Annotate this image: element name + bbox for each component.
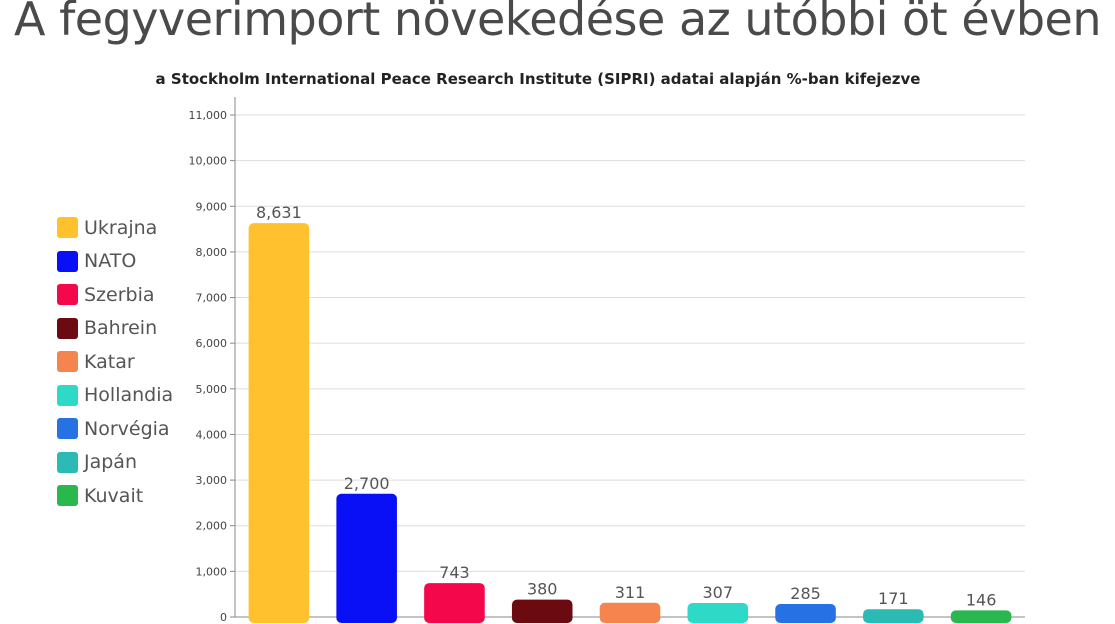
bar-nato: [336, 493, 397, 623]
bar-value-label: 743: [439, 563, 470, 582]
legend-label: Katar: [84, 350, 135, 373]
bar-value-label: 146: [966, 590, 997, 609]
y-tick-label: 0: [220, 611, 227, 624]
y-tick-label: 11,000: [189, 109, 228, 122]
bar-value-label: 2,700: [344, 474, 390, 493]
axes: 0 1,000 2,000 3,000 4,000 5,000 6,000 7,000 8,00…: [189, 97, 1025, 624]
y-tick-label: 9,000: [196, 200, 228, 213]
y-tick-label: 10,000: [189, 155, 228, 168]
legend-label: NATO: [84, 250, 137, 273]
legend-swatch: [57, 317, 78, 339]
legend-swatch: [57, 485, 78, 507]
bar-value-label: 311: [615, 583, 646, 602]
legend-swatch: [57, 250, 78, 272]
bar-value-label: 380: [527, 580, 558, 599]
legend-label: Bahrein: [84, 317, 158, 340]
legend-item: Katar: [57, 345, 182, 379]
legend-label: Kuvait: [84, 484, 144, 507]
y-tick-label: 6,000: [196, 337, 228, 350]
y-tick-label: 7,000: [196, 292, 228, 305]
legend: Ukrajna NATO Szerbia Bahrein Katar Hollandia N…: [57, 211, 182, 513]
legend-swatch: [57, 217, 78, 239]
y-tick-label: 2,000: [196, 520, 228, 533]
legend-label: Szerbia: [84, 283, 155, 306]
legend-label: Norvégia: [84, 417, 170, 440]
legend-label: Hollandia: [84, 384, 174, 407]
chart-title: A fegyverimport növekedése az utóbbi öt …: [13, 0, 1102, 46]
legend-swatch: [57, 418, 78, 440]
legend-swatch: [57, 384, 78, 406]
bar-hollandia: [687, 602, 749, 623]
bar-katar: [599, 602, 661, 623]
bars: [248, 223, 1012, 623]
bar-value-label: 285: [790, 584, 821, 603]
y-tick-label: 5,000: [196, 383, 228, 396]
legend-item: Hollandia: [57, 379, 182, 413]
legend-label: Japán: [84, 451, 137, 474]
bar-norvégia: [775, 603, 836, 623]
legend-item: Bahrein: [57, 312, 182, 346]
legend-swatch: [57, 351, 78, 373]
bar-kuvait: [950, 610, 1012, 623]
legend-item: Kuvait: [57, 479, 182, 513]
y-tick-label: 4,000: [196, 428, 228, 441]
gridlines: [235, 114, 1025, 572]
bar-value-label: 307: [703, 583, 734, 602]
legend-item: NATO: [57, 245, 182, 279]
bar-japán: [863, 609, 924, 623]
legend-item: Szerbia: [57, 278, 182, 312]
bar-szerbia: [424, 583, 485, 623]
bar-bahrein: [511, 599, 573, 623]
legend-item: Norvégia: [57, 412, 182, 446]
chart-subtitle: a Stockholm International Peace Research…: [155, 70, 921, 88]
bar-value-label: 171: [878, 589, 909, 608]
bar-ukrajna: [248, 223, 310, 623]
y-tick-label: 1,000: [196, 565, 228, 578]
legend-item: Japán: [57, 446, 182, 480]
value-labels: 8,631 2,700 743 380 311 307 285 171 146: [256, 203, 996, 609]
legend-item: Ukrajna: [57, 211, 182, 245]
legend-swatch: [57, 284, 78, 306]
legend-label: Ukrajna: [84, 216, 158, 239]
bar-value-label: 8,631: [256, 203, 302, 222]
y-tick-label: 3,000: [196, 474, 228, 487]
legend-swatch: [57, 451, 78, 473]
y-tick-label: 8,000: [196, 246, 228, 259]
